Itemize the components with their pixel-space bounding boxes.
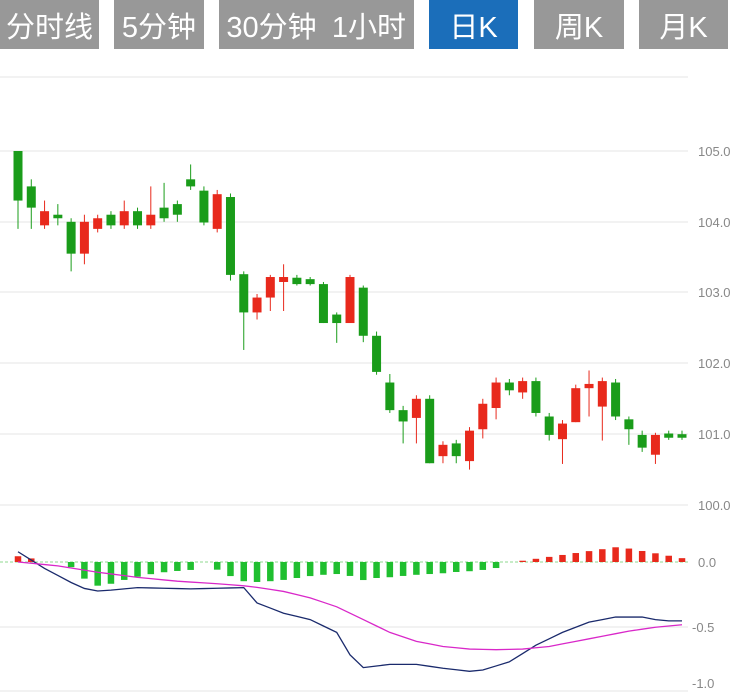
svg-text:104.0: 104.0 — [698, 215, 731, 230]
svg-text:103.0: 103.0 — [698, 285, 731, 300]
svg-text:-1.0: -1.0 — [692, 676, 714, 691]
svg-text:100.0: 100.0 — [698, 498, 731, 513]
svg-text:-0.5: -0.5 — [692, 620, 714, 635]
svg-text:0.0: 0.0 — [698, 555, 716, 570]
svg-text:101.0: 101.0 — [698, 427, 731, 442]
svg-text:102.0: 102.0 — [698, 356, 731, 371]
svg-text:105.0: 105.0 — [698, 144, 731, 159]
